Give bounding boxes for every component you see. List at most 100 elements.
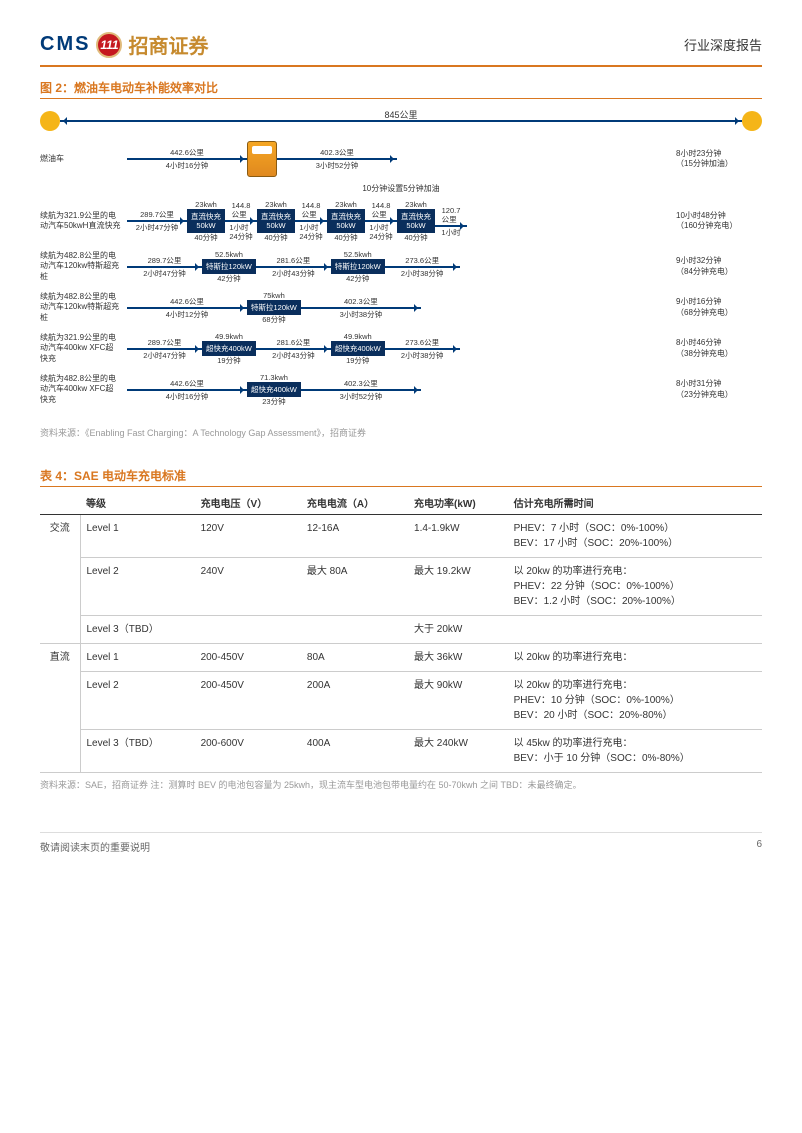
table-cell: Level 1: [80, 644, 195, 672]
travel-segment: 144.8公里1小时24分钟: [295, 201, 327, 241]
diagram-row: 续航为482.8公里的电动汽车120kw特斯超充桩442.6公里4小时12分钟7…: [40, 291, 762, 324]
diagram-row: 燃油车442.6公里4小时16分钟402.3公里3小时52分钟8小时23分钟（1…: [40, 141, 762, 177]
row-total-time: 9小时16分钟（68分钟充电）: [672, 297, 762, 318]
table-cell: 最大 19.2kW: [408, 558, 508, 616]
table-header: 充电功率(kW): [408, 491, 508, 515]
page-footer: 敬请阅读末页的重要说明 6: [40, 832, 762, 854]
row-total-time: 10小时48分钟（160分钟充电）: [672, 211, 762, 232]
table-cell: 80A: [301, 644, 408, 672]
row-total-time: 8小时31分钟（23分钟充电）: [672, 379, 762, 400]
table-cell: 以 20kw 的功率进行充电：PHEV：22 分钟（SOC：0%-100%）BE…: [508, 558, 762, 616]
figure-2-diagram: 845公里 燃油车442.6公里4小时16分钟402.3公里3小时52分钟8小时…: [40, 103, 762, 420]
table-cell: PHEV：7 小时（SOC：0%-100%）BEV：17 小时（SOC：20%-…: [508, 515, 762, 558]
charge-box: 52.5kwh特斯拉120kW42分钟: [331, 250, 385, 283]
diagram-row: 续航为482.8公里的电动汽车120kw特斯超充桩289.7公里2小时47分钟5…: [40, 250, 762, 283]
row-content: 442.6公里4小时16分钟71.3kwh超快充400kW23分钟402.3公里…: [127, 373, 670, 406]
table-cell: 200-600V: [195, 730, 301, 773]
diagram-row: 续航为321.9公里的电动汽车400kw XFC超快充289.7公里2小时47分…: [40, 332, 762, 365]
table-header: 估计充电所需时间: [508, 491, 762, 515]
table-cell: 最大 240kW: [408, 730, 508, 773]
gas-pump-icon: [247, 141, 277, 177]
row-total-time: 8小时23分钟（15分钟加油）: [672, 149, 762, 170]
charge-box: 71.3kwh超快充400kW23分钟: [247, 373, 301, 406]
table-cell: Level 1: [80, 515, 195, 558]
table-header: 充电电压（V）: [195, 491, 301, 515]
row-label: 续航为321.9公里的电动汽车400kw XFC超快充: [40, 333, 125, 364]
table-cell: Level 2: [80, 558, 195, 616]
page-number: 6: [756, 839, 762, 854]
charge-box: 23kwh直流快充50kW40分钟: [397, 200, 435, 242]
mid-note: 10分钟设置5分钟加油: [40, 183, 762, 194]
row-total-time: 9小时32分钟（84分钟充电）: [672, 256, 762, 277]
travel-segment: 273.6公里2小时38分钟: [385, 338, 460, 360]
table-cell: 200-450V: [195, 672, 301, 730]
charge-box: 52.5kwh特斯拉120kW42分钟: [202, 250, 256, 283]
table-cell: 最大 36kW: [408, 644, 508, 672]
table-cell: 最大 90kW: [408, 672, 508, 730]
travel-segment: 144.8公里1小时24分钟: [365, 201, 397, 241]
travel-segment: 144.8公里1小时24分钟: [225, 201, 257, 241]
travel-segment: 289.7公里2小时47分钟: [127, 210, 187, 232]
table-cell: 以 20kw 的功率进行充电：PHEV：10 分钟（SOC：0%-100%）BE…: [508, 672, 762, 730]
travel-segment: 289.7公里2小时47分钟: [127, 338, 202, 360]
table-row: 直流Level 1200-450V80A最大 36kW以 20kw 的功率进行充…: [40, 644, 762, 672]
diagram-row: 续航为482.8公里的电动汽车400kw XFC超快充442.6公里4小时16分…: [40, 373, 762, 406]
row-label: 续航为482.8公里的电动汽车120kw特斯超充桩: [40, 251, 125, 282]
row-content: 289.7公里2小时47分钟23kwh直流快充50kW40分钟144.8公里1小…: [127, 200, 670, 242]
table-category-cell: 直流: [40, 644, 80, 773]
row-total-time: 8小时46分钟（38分钟充电）: [672, 338, 762, 359]
table-cell: 1.4-1.9kW: [408, 515, 508, 558]
table-row: 交流Level 1120V12-16A1.4-1.9kWPHEV：7 小时（SO…: [40, 515, 762, 558]
table-cell: 12-16A: [301, 515, 408, 558]
sae-charging-table: 等级充电电压（V）充电电流（A）充电功率(kW)估计充电所需时间 交流Level…: [40, 491, 762, 773]
logo-coin-icon: 111: [96, 32, 122, 58]
doc-type: 行业深度报告: [684, 35, 762, 54]
table-4-title: 表 4：SAE 电动车充电标准: [40, 467, 762, 487]
start-dot-icon: [40, 111, 60, 131]
table-cell: [195, 616, 301, 644]
figure-2-source: 资料来源：《Enabling Fast Charging：A Technolog…: [40, 426, 762, 439]
table-cell: Level 3（TBD）: [80, 730, 195, 773]
end-dot-icon: [742, 111, 762, 131]
charge-box: 23kwh直流快充50kW40分钟: [187, 200, 225, 242]
row-content: 289.7公里2小时47分钟52.5kwh特斯拉120kW42分钟281.6公里…: [127, 250, 670, 283]
table-cell: Level 2: [80, 672, 195, 730]
top-distance-label: 845公里: [384, 108, 417, 121]
row-content: 442.6公里4小时16分钟 402.3公里3小时52分钟: [127, 141, 670, 177]
travel-segment: 402.3公里3小时52分钟: [301, 379, 421, 401]
diagram-row: 续航为321.9公里的电动汽车50kwH直流快充289.7公里2小时47分钟23…: [40, 200, 762, 242]
figure-2-title: 图 2：燃油车电动车补能效率对比: [40, 79, 762, 99]
table-cell: 大于 20kW: [408, 616, 508, 644]
footer-disclaimer: 敬请阅读末页的重要说明: [40, 839, 150, 854]
logo-cn-text: 招商证券: [128, 30, 208, 59]
table-cell: [508, 616, 762, 644]
table-category-cell: 交流: [40, 515, 80, 644]
travel-segment: 289.7公里2小时47分钟: [127, 256, 202, 278]
travel-segment: 273.6公里2小时38分钟: [385, 256, 460, 278]
charge-box: 23kwh直流快充50kW40分钟: [257, 200, 295, 242]
travel-segment: 402.3公里3小时52分钟: [277, 148, 397, 170]
table-cell: 最大 80A: [301, 558, 408, 616]
table-cell: 200-450V: [195, 644, 301, 672]
table-cell: 200A: [301, 672, 408, 730]
travel-segment: 281.6公里2小时43分钟: [256, 256, 331, 278]
charge-box: 23kwh直流快充50kW40分钟: [327, 200, 365, 242]
charge-box: 49.9kwh超快充400kW19分钟: [331, 332, 385, 365]
travel-segment: 120.7公里1小时: [435, 206, 467, 237]
travel-segment: 402.3公里3小时38分钟: [301, 297, 421, 319]
table-cell: 120V: [195, 515, 301, 558]
table-row: Level 2200-450V200A最大 90kW以 20kw 的功率进行充电…: [40, 672, 762, 730]
travel-segment: 442.6公里4小时16分钟: [127, 148, 247, 170]
table-cell: [301, 616, 408, 644]
charge-box: 49.9kwh超快充400kW19分钟: [202, 332, 256, 365]
page-header: CMS 111 招商证券 行业深度报告: [40, 30, 762, 67]
travel-segment: 442.6公里4小时16分钟: [127, 379, 247, 401]
table-row: Level 3（TBD）200-600V400A最大 240kW以 45kw 的…: [40, 730, 762, 773]
table-cell: 以 45kw 的功率进行充电：BEV：小于 10 分钟（SOC：0%-80%）: [508, 730, 762, 773]
top-distance-line: 845公里: [60, 120, 742, 122]
diagram-top-bar: 845公里: [40, 111, 762, 131]
row-label: 续航为482.8公里的电动汽车120kw特斯超充桩: [40, 292, 125, 323]
row-content: 442.6公里4小时12分钟75kwh特斯拉120kW68分钟402.3公里3小…: [127, 291, 670, 324]
row-label: 续航为482.8公里的电动汽车400kw XFC超快充: [40, 374, 125, 405]
row-content: 289.7公里2小时47分钟49.9kwh超快充400kW19分钟281.6公里…: [127, 332, 670, 365]
